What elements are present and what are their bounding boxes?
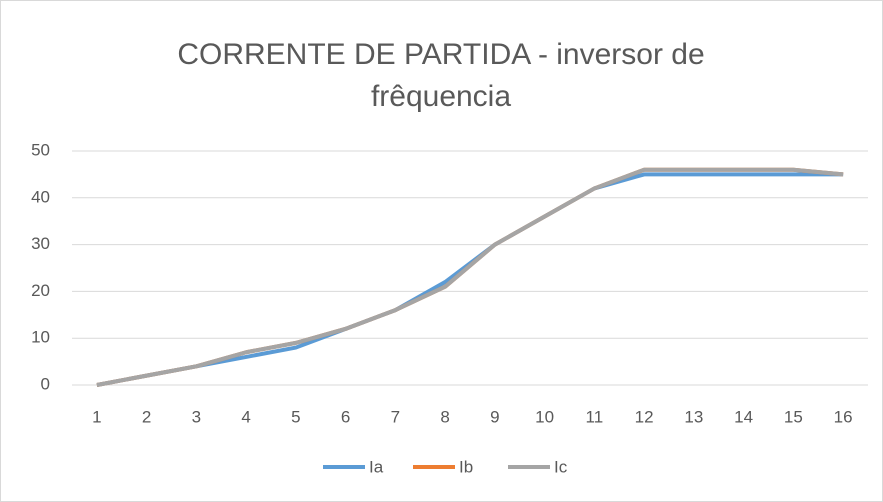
y-tick-label: 20	[31, 281, 50, 300]
y-tick-label: 50	[31, 140, 50, 159]
x-tick-label: 6	[341, 407, 350, 426]
x-tick-label: 15	[784, 407, 803, 426]
legend-label: Ib	[459, 457, 473, 476]
x-tick-label: 9	[490, 407, 499, 426]
y-tick-label: 30	[31, 234, 50, 253]
x-tick-label: 5	[291, 407, 300, 426]
y-tick-label: 40	[31, 187, 50, 206]
x-tick-label: 14	[734, 407, 753, 426]
series-line	[96, 167, 844, 387]
y-tick-label: 10	[31, 328, 50, 347]
legend-label: Ic	[554, 457, 568, 476]
x-tick-label: 11	[586, 407, 604, 426]
x-tick-label: 13	[684, 407, 703, 426]
x-tick-label: 1	[92, 407, 101, 426]
x-tick-label: 7	[391, 407, 400, 426]
x-tick-label: 8	[440, 407, 449, 426]
y-tick-label: 0	[41, 374, 50, 393]
x-tick-label: 3	[192, 407, 201, 426]
x-tick-label: 12	[635, 407, 654, 426]
x-tick-label: 16	[834, 407, 853, 426]
x-tick-label: 10	[535, 407, 554, 426]
x-tick-label: 2	[142, 407, 151, 426]
x-tick-label: 4	[241, 407, 250, 426]
legend-label: Ia	[369, 457, 384, 476]
chart-title: CORRENTE DE PARTIDA - inversor de frêque…	[177, 38, 705, 113]
